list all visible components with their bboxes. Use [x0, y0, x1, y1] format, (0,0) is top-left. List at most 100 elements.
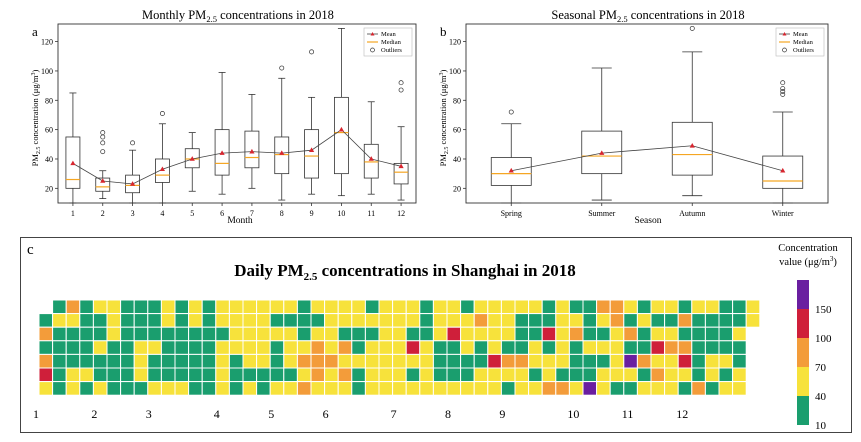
- monthly-y-tick-label: 60: [45, 126, 53, 135]
- heatmap-day-cell: [419, 299, 434, 315]
- heatmap-day-cell: [65, 313, 81, 328]
- heatmap-day-cell: [38, 381, 54, 396]
- monthly-y-tick-label: 100: [41, 67, 53, 76]
- heatmap-day-cell: [664, 313, 679, 328]
- monthly-mean-marker: [159, 166, 166, 172]
- heatmap-day-cell: [623, 299, 638, 315]
- heatmap-day-cell: [446, 367, 462, 383]
- heatmap-day-cell: [392, 353, 407, 369]
- heatmap-day-cell: [650, 299, 666, 315]
- heatmap-day-cell: [242, 299, 258, 315]
- heatmap-day-cell: [487, 299, 502, 315]
- seasonal-outlier-point: [780, 89, 786, 94]
- monthly-outlier-point: [279, 65, 285, 71]
- heatmap-day-cell: [337, 340, 353, 355]
- heatmap-month-label: 2: [91, 407, 97, 421]
- monthly-outlier-point: [398, 80, 404, 86]
- monthly-box-chart: Monthly PM2.5 concentrations in 2018 a M…: [28, 4, 426, 229]
- heatmap-day-cell: [201, 313, 217, 328]
- monthly-plot-area: a Month PM2.5 concentration (μg/m3) 20 40…: [30, 23, 417, 226]
- heatmap-day-cell: [283, 326, 298, 342]
- heatmap-day-cell: [242, 353, 258, 369]
- monthly-y-tick-label: 40: [45, 155, 53, 164]
- heatmap-day-cell: [718, 313, 734, 328]
- heatmap-day-cell: [596, 299, 611, 315]
- heatmap-day-cell: [609, 340, 625, 355]
- heatmap-day-cell: [487, 340, 502, 355]
- heatmap-day-cell: [664, 367, 679, 383]
- colorbar-segment: [797, 280, 809, 309]
- heatmap-day-cell: [242, 367, 258, 383]
- heatmap-day-cell: [52, 326, 67, 342]
- colorbar-segment: [797, 338, 809, 367]
- heatmap-day-cell: [541, 299, 557, 315]
- monthly-mean-line: [72, 129, 402, 185]
- heatmap-day-cell: [160, 340, 176, 355]
- heatmap-day-cell: [228, 299, 244, 315]
- monthly-outlier-point: [159, 111, 165, 116]
- heatmap-day-cell: [582, 299, 598, 315]
- heatmap-day-cell: [636, 340, 652, 355]
- heatmap-day-cell: [351, 353, 366, 369]
- seasonal-box-chart: Seasonal PM2.5 concentrations in 2018 b …: [436, 4, 840, 229]
- heatmap-day-cell: [514, 313, 530, 328]
- heatmap-day-cell: [623, 353, 638, 369]
- heatmap-day-cell: [310, 326, 326, 342]
- heatmap-day-cell: [147, 340, 162, 355]
- heatmap-day-cell: [283, 299, 298, 315]
- heatmap-day-cell: [324, 381, 339, 396]
- heatmap-day-cell: [215, 313, 230, 328]
- heatmap-day-cell: [215, 367, 230, 383]
- seasonal-x-tick-label: Winter: [772, 209, 794, 218]
- heatmap-day-cell: [568, 353, 584, 369]
- heatmap-day-cell: [392, 381, 407, 396]
- heatmap-day-cell: [446, 340, 462, 355]
- heatmap-day-cell: [636, 353, 652, 369]
- heatmap-day-cell: [133, 381, 149, 396]
- heatmap-day-cell: [432, 367, 448, 383]
- heatmap-day-cell: [337, 353, 353, 369]
- monthly-outlier-point: [398, 87, 404, 93]
- heatmap-day-cell: [174, 367, 190, 383]
- heatmap-day-cell: [691, 326, 706, 342]
- heatmap-day-cell: [473, 367, 489, 383]
- heatmap-day-cell: [500, 381, 516, 396]
- heatmap-day-cell: [160, 299, 176, 315]
- heatmap-day-cell: [473, 326, 489, 342]
- heatmap-day-cell: [38, 353, 54, 369]
- heatmap-day-cell: [310, 353, 326, 369]
- monthly-box-svg: Monthly PM2.5 concentrations in 2018 a M…: [30, 8, 417, 226]
- heatmap-day-cell: [337, 326, 353, 342]
- heatmap-day-cell: [283, 353, 298, 369]
- heatmap-day-cell: [324, 353, 339, 369]
- heatmap-day-cell: [568, 367, 584, 383]
- heatmap-day-cell: [174, 299, 190, 315]
- monthly-x-tick-label: 2: [101, 209, 105, 218]
- monthly-box: [334, 96, 349, 175]
- heatmap-day-cell: [664, 299, 679, 315]
- heatmap-day-cell: [718, 367, 734, 383]
- monthly-outlier-point: [100, 134, 106, 140]
- monthly-mean-marker: [368, 156, 374, 161]
- heatmap-day-cell: [351, 381, 366, 396]
- heatmap-day-cell: [296, 313, 312, 328]
- heatmap-day-cell: [38, 313, 54, 328]
- heatmap-day-cell: [120, 313, 135, 328]
- heatmap-day-cell: [596, 367, 611, 383]
- heatmap-day-cell: [691, 367, 706, 383]
- monthly-y-tick-label: 120: [41, 38, 53, 47]
- heatmap-day-cell: [473, 313, 489, 328]
- heatmap-day-cell: [106, 326, 122, 342]
- heatmap-day-cell: [596, 353, 611, 369]
- heatmap-day-cell: [364, 340, 380, 355]
- seasonal-y-tick-label: 60: [453, 126, 461, 135]
- heatmap-day-cell: [500, 299, 516, 315]
- heatmap-day-cell: [419, 340, 434, 355]
- heatmap-day-cell: [596, 326, 611, 342]
- heatmap-day-cell: [487, 381, 502, 396]
- heatmap-day-cell: [79, 326, 94, 342]
- heatmap-day-cell: [405, 367, 421, 383]
- heatmap-day-cell: [609, 299, 625, 315]
- heatmap-day-cell: [174, 340, 190, 355]
- heatmap-day-cell: [555, 299, 570, 315]
